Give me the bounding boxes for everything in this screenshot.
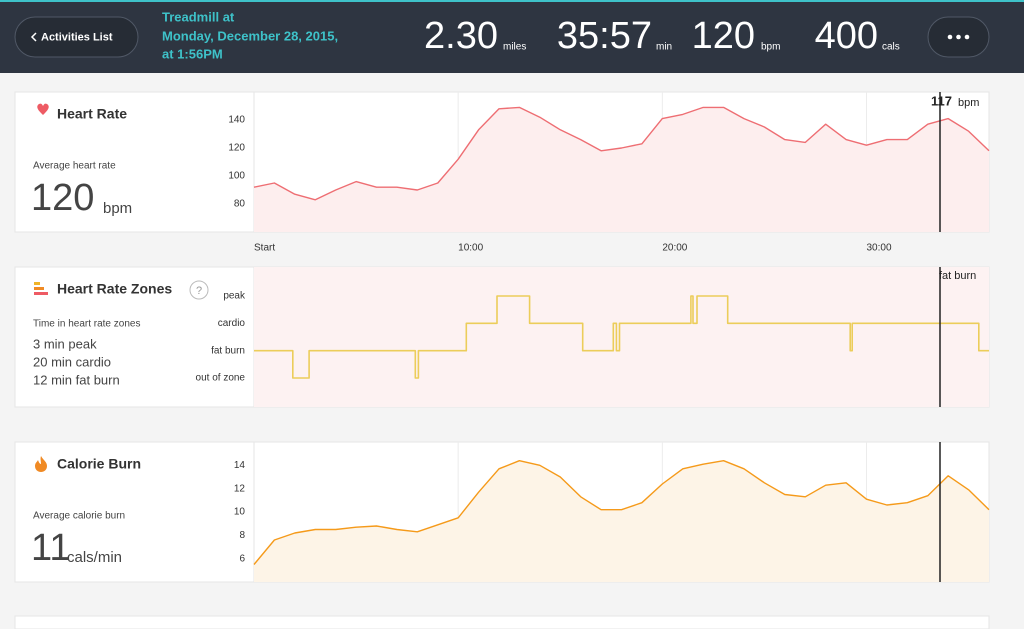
line — [253, 106, 990, 201]
flame-icon — [35, 456, 47, 472]
chart: 6 8 10 12 14 — [234, 442, 990, 582]
area — [254, 107, 989, 232]
y-tick-label: cardio — [218, 318, 246, 329]
stat-value: 2.30 — [424, 15, 498, 57]
x-tick-label: Start — [254, 243, 275, 254]
y-tick-label: peak — [223, 291, 246, 302]
chart: 80 100 120 140 117 bpm Start 10:00 20:00 30:00 — [228, 92, 990, 254]
menu-dot — [947, 34, 953, 40]
summary-label: Average calorie burn — [33, 511, 125, 522]
zones-icon — [34, 292, 48, 295]
summary-line: 3 min peak — [33, 336, 97, 351]
summary-value: 11 — [31, 527, 70, 569]
back-chevron — [30, 32, 37, 42]
y-tick-label: 100 — [228, 171, 245, 182]
x-tick-label: 20:00 — [662, 243, 687, 254]
stat-unit: bpm — [761, 42, 780, 53]
stats: 2.30 miles 35:57 min 120 bpm 400 cals — [424, 15, 900, 57]
summary-unit: bpm — [103, 200, 132, 217]
y-tick-label: 6 — [239, 553, 245, 564]
y-tick-label: 10 — [234, 507, 246, 518]
y-tick-label: 140 — [228, 115, 245, 126]
help-icon[interactable]: ? — [196, 285, 202, 297]
cursor-unit: bpm — [958, 97, 979, 109]
header-accent — [0, 0, 1024, 2]
header-bar — [0, 0, 1024, 73]
activity-title: Monday, December 28, 2015, — [162, 28, 338, 43]
menu-dot — [964, 34, 970, 40]
back-button-label[interactable]: Activities List — [41, 31, 113, 43]
cursor-value: 117 — [931, 93, 952, 108]
summary-label: Time in heart rate zones — [33, 319, 140, 330]
stat-unit: min — [656, 42, 672, 53]
cursor-label: fat burn — [939, 270, 976, 282]
menu-button[interactable] — [927, 16, 990, 58]
area — [254, 460, 989, 582]
summary-line: 20 min cardio — [33, 354, 111, 369]
stat-unit: cals — [882, 42, 900, 53]
stat-unit: miles — [503, 42, 526, 53]
y-tick-label: 8 — [239, 530, 245, 541]
x-tick-label: 30:00 — [867, 243, 892, 254]
summary-label: Average heart rate — [33, 161, 116, 172]
zones-icon — [34, 287, 44, 290]
menu-dot — [956, 34, 961, 40]
y-tick-label: out of zone — [196, 373, 246, 384]
heart-icon — [37, 103, 49, 115]
stat-value: 400 — [815, 15, 878, 57]
area — [254, 267, 989, 407]
summary-line: 12 min fat burn — [33, 372, 120, 387]
summary-unit: cals/min — [67, 549, 122, 566]
panel-title: Heart Rate Zones — [57, 281, 172, 297]
zones-icon — [34, 282, 40, 285]
y-tick-label: 80 — [234, 199, 246, 210]
y-tick-label: 12 — [234, 483, 246, 494]
activity-title: at 1:56PM — [162, 46, 223, 61]
y-tick-label: fat burn — [211, 345, 245, 356]
panel-title: Calorie Burn — [57, 456, 141, 472]
back-button-shape[interactable] — [14, 16, 139, 58]
summary-value: 120 — [31, 177, 94, 219]
stat-value: 120 — [692, 15, 755, 57]
y-tick-label: 14 — [234, 460, 246, 471]
back-button[interactable]: Activities List — [14, 16, 139, 58]
x-tick-label: 10:00 — [458, 243, 483, 254]
chart: peak cardio fat burn out of zone fat burn — [196, 267, 989, 407]
panel-title: Heart Rate — [57, 106, 127, 122]
line — [253, 460, 990, 565]
zone-line — [254, 295, 989, 379]
plots: 80 100 120 140 117 bpm Start 10:00 20:00 30:00 pea… — [196, 92, 990, 582]
stat-value: 35:57 — [557, 15, 652, 57]
help-button[interactable] — [189, 280, 209, 300]
activity-title: Treadmill at — [162, 9, 235, 24]
y-tick-label: 120 — [228, 143, 245, 154]
next-card — [14, 615, 990, 629]
